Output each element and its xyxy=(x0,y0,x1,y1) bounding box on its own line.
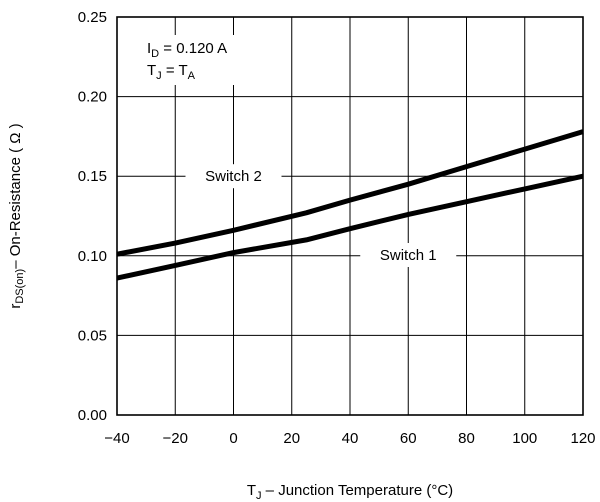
y-axis-title-text: – On-Resistance ( Ω ) xyxy=(7,123,24,268)
switch-1-label-bg xyxy=(360,243,457,268)
x-axis-title-symbol: T xyxy=(247,482,256,499)
annotation-current: ID = 0.120 A xyxy=(147,40,227,60)
series-lines xyxy=(116,129,584,281)
switch-1-line xyxy=(116,173,584,281)
annotation-current-value: = 0.120 A xyxy=(159,40,227,57)
switch-2-line xyxy=(116,129,584,257)
y-tick-label: 0.00 xyxy=(78,407,107,424)
annotation-temp-sub: J xyxy=(156,70,162,82)
annotation-temp-symbol: T xyxy=(147,62,156,79)
x-tick-label: 100 xyxy=(512,430,537,447)
annotation-current-symbol: I xyxy=(147,40,151,57)
y-tick-label: 0.10 xyxy=(78,248,107,265)
switch-2-label: Switch 2 xyxy=(205,168,262,185)
y-tick-label: 0.15 xyxy=(78,168,107,185)
x-tick-label: 60 xyxy=(400,430,417,447)
y-axis-title-symbol: r xyxy=(7,304,24,309)
x-axis-title-text: – Junction Temperature (°C) xyxy=(262,482,454,499)
tick-labels: −40 −20 0 20 40 60 80 100 120 0.00 0.05 0.10 0.15 0.2… xyxy=(78,9,596,447)
y-tick-label: 0.25 xyxy=(78,9,107,26)
annotation-temp-sub2: A xyxy=(188,70,196,82)
x-axis-title: TJ – Junction Temperature (°C) xyxy=(247,482,453,502)
x-tick-label: 0 xyxy=(229,430,237,447)
y-tick-label: 0.20 xyxy=(78,89,107,106)
x-tick-label: 20 xyxy=(283,430,300,447)
x-tick-label: −20 xyxy=(163,430,188,447)
plot-frame xyxy=(116,16,584,416)
annotation-bg xyxy=(141,35,251,85)
x-tick-label: 40 xyxy=(342,430,359,447)
annotation-current-sub: D xyxy=(151,48,159,60)
y-tick-label: 0.05 xyxy=(78,327,107,344)
y-axis-title: rDS(on)– On-Resistance ( Ω ) xyxy=(7,123,26,308)
y-axis-title-sub: DS(on) xyxy=(14,269,26,304)
x-axis-title-sub: J xyxy=(256,490,262,502)
x-tick-label: 120 xyxy=(570,430,595,447)
annotation-temperature: TJ = TA xyxy=(147,62,196,82)
annotation-temp-eq: = T xyxy=(162,62,188,79)
x-tick-label: −40 xyxy=(104,430,129,447)
x-tick-label: 80 xyxy=(458,430,475,447)
switch-2-label-bg xyxy=(185,164,282,189)
switch-1-label: Switch 1 xyxy=(380,247,437,264)
